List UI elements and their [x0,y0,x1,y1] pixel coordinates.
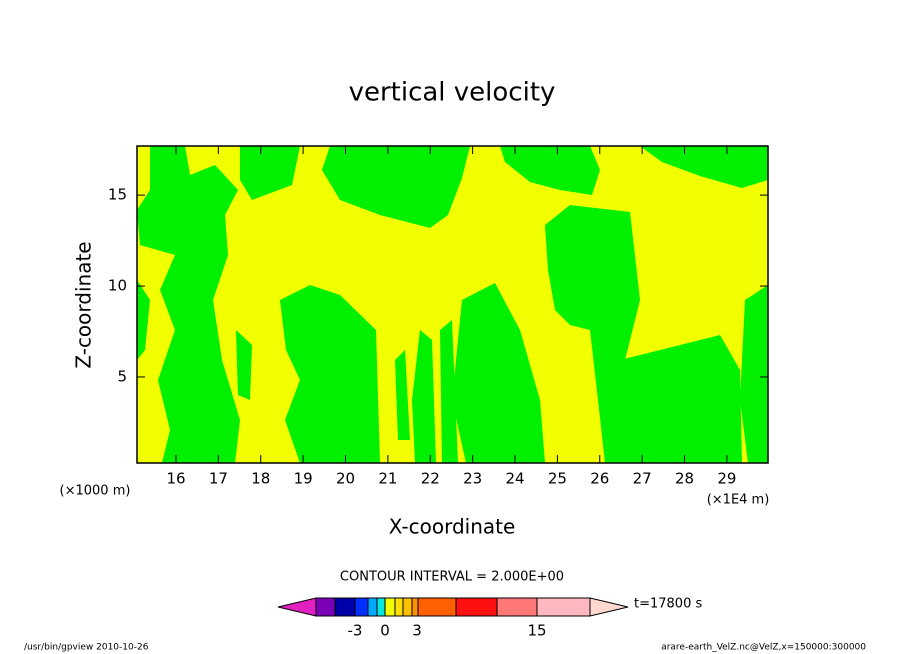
colorbar-triangle [277,597,317,617]
contour-region [620,335,742,463]
y-tick-label: 5 [117,367,127,385]
plot-frame [136,145,769,464]
colorbar-box [376,597,386,617]
chart-title: vertical velocity [349,78,556,108]
time-label: t=17800 s [634,597,702,612]
footer-right: arare-earth_VelZ.nc@VelZ,x=150000:300000 [661,643,866,653]
colorbar-box [536,597,591,617]
x-tick-label: 20 [336,470,355,488]
x-tick-label: 28 [675,470,694,488]
colorbar-tick-label: 15 [527,622,546,640]
colorbar-box [417,597,457,617]
colorbar-box [334,597,356,617]
contour-region [280,285,380,463]
contour-region [322,146,470,228]
x-tick-label: 21 [378,470,397,488]
x-tick-label: 24 [505,470,524,488]
contour-region [236,330,252,400]
contour-region [545,205,640,463]
footer-left: /usr/bin/gpview 2010-10-26 [24,643,149,653]
colorbar-tick-label: -3 [348,622,363,640]
x-tick-label: 26 [590,470,609,488]
y-tick-label: 15 [108,186,127,204]
colorbar-box [496,597,538,617]
x-tick-label: 17 [209,470,228,488]
contour-region [640,146,768,188]
x-tick-label: 27 [633,470,652,488]
x-tick-label: 22 [421,470,440,488]
contour-region [240,146,300,200]
x-tick-label: 23 [463,470,482,488]
colorbar-box [411,597,419,617]
colorbar-box [394,597,404,617]
x-axis-label: X-coordinate [389,515,516,539]
y-axis-label: Z-coordinate [72,241,96,368]
contour-region [137,280,150,360]
contour-regions [137,146,768,463]
contour-region [137,146,240,463]
colorbar-box [315,597,336,617]
colorbar-box [367,597,378,617]
contour-region [740,285,768,463]
x-tick-label: 19 [294,470,313,488]
contour-region [440,320,458,463]
contour-region [412,330,436,463]
y-tick-label: 10 [108,277,127,295]
colorbar: -3 0 3 15 [277,597,629,640]
x-tick-label: 18 [251,470,270,488]
x-tick-label: 29 [717,470,736,488]
contour-region [452,283,545,463]
x-tick-label: 25 [548,470,567,488]
y-unit-label: (×1000 m) [60,484,131,499]
contour-interval: CONTOUR INTERVAL = 2.000E+00 [340,570,564,585]
colorbar-box [354,597,369,617]
x-unit-label: (×1E4 m) [707,493,770,508]
contour-region [395,350,410,440]
colorbar-tick-label: 3 [412,622,422,640]
x-tick-label: 16 [166,470,185,488]
plot-area [136,145,769,464]
colorbar-box [455,597,498,617]
colorbar-tick-label: 0 [380,622,390,640]
colorbar-box [384,597,396,617]
colorbar-box [402,597,413,617]
contour-region [500,146,600,195]
colorbar-triangle [589,597,629,617]
